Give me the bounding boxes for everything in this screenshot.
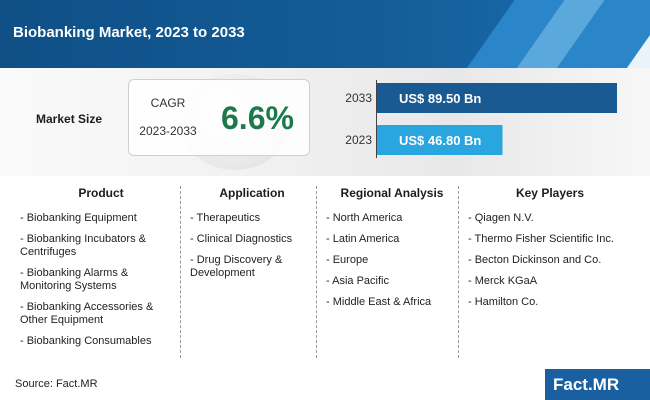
list-item: - Biobanking Alarms & Monitoring Systems <box>20 267 129 292</box>
column-divider <box>180 186 182 358</box>
column-heading: Regional Analysis <box>340 186 444 200</box>
list-item: - Europe <box>326 254 369 266</box>
list-item: - Becton Dickinson and Co. <box>468 254 602 266</box>
list-item: - Biobanking Consumables <box>20 335 152 347</box>
key-players-column: Key Players - Qiagen N.V. - Thermo Fishe… <box>468 186 632 358</box>
column-heading: Key Players <box>515 186 585 200</box>
list-item: - Biobanking Incubators & Centrifuges <box>20 233 146 258</box>
column-divider <box>458 186 460 358</box>
logo-text: Fact.MR <box>553 375 620 394</box>
list-item: - Hamilton Co. <box>468 296 539 308</box>
column-divider <box>316 186 318 358</box>
fact-mr-logo: Fact.MR <box>545 369 650 400</box>
bar-axis-line <box>376 80 377 158</box>
list-item: - Middle East & Africa <box>326 296 432 308</box>
bar-value-label-2023: US$ 46.80 Bn <box>399 133 481 148</box>
bar-2033 <box>377 83 617 113</box>
segment-grid: Product - Biobanking Equipment - Biobank… <box>20 186 632 358</box>
list-item: - Therapeutics <box>190 212 261 224</box>
list-item: - Merck KGaA <box>468 275 538 287</box>
cagr-box: CAGR 2023-2033 6.6% <box>128 79 310 156</box>
product-column: Product - Biobanking Equipment - Biobank… <box>20 186 182 358</box>
bar-value-label-2033: US$ 89.50 Bn <box>399 91 481 106</box>
application-column: Application - Therapeutics - Clinical Di… <box>190 186 314 358</box>
list-item: - Latin America <box>326 233 400 245</box>
list-item: - Biobanking Accessories & Other Equipme… <box>20 301 154 326</box>
market-size-label: Market Size <box>36 112 103 126</box>
list-item: - Clinical Diagnostics <box>190 233 293 245</box>
column-heading: Application <box>219 186 285 200</box>
list-item: - Thermo Fisher Scientific Inc. <box>468 233 614 245</box>
year-label-2023: 2023 <box>345 133 372 147</box>
source-note: Source: Fact.MR <box>15 378 98 390</box>
list-item: - Drug Discovery & Development <box>190 254 283 279</box>
bar-2023 <box>377 125 503 155</box>
cagr-value: 6.6% <box>221 100 294 136</box>
list-item: - Asia Pacific <box>326 275 389 287</box>
list-item: - North America <box>326 212 403 224</box>
year-label-2033: 2033 <box>345 91 372 105</box>
header-banner: Biobanking Market, 2023 to 2033 <box>0 0 650 68</box>
market-value-bar-chart: 2033 US$ 89.50 Bn 2023 US$ 46.80 Bn <box>345 83 617 155</box>
cagr-label: CAGR <box>150 96 186 110</box>
regional-analysis-column: Regional Analysis - North America - Lati… <box>326 186 458 358</box>
list-item: - Biobanking Equipment <box>20 212 137 224</box>
page-title: Biobanking Market, 2023 to 2033 <box>13 24 245 41</box>
column-heading: Product <box>78 186 124 200</box>
list-item: - Qiagen N.V. <box>468 212 534 224</box>
cagr-period: 2023-2033 <box>139 124 197 138</box>
